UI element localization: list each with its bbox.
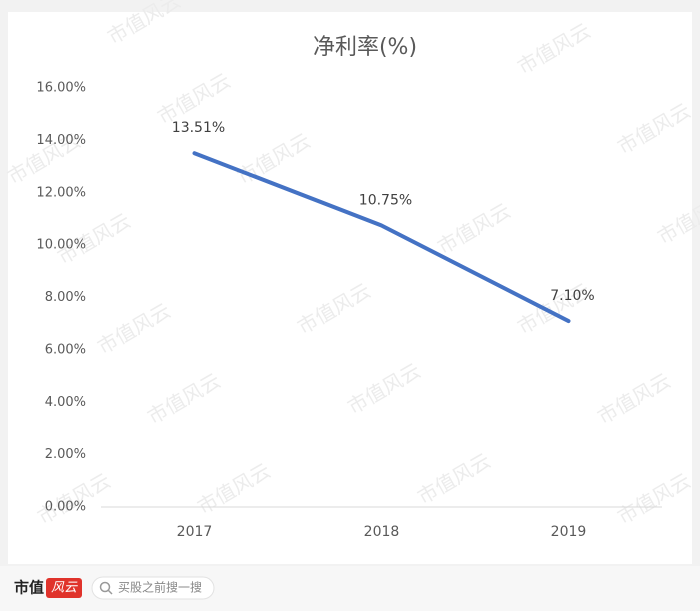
y-tick-label: 0.00% [45,500,86,515]
y-tick-label: 4.00% [45,395,86,410]
plot: 0.00% 2.00% 4.00% 6.00% 8.00% 10.00% 12.00% 14.… [36,81,662,540]
search-icon-handle [107,589,113,595]
y-tick-label: 16.00% [36,81,86,96]
brand: 市值 [14,579,44,597]
y-tick-label: 6.00% [45,342,86,357]
y-tick-label: 14.00% [36,133,86,148]
y-tick-label: 12.00% [36,185,86,200]
y-tick-label: 2.00% [45,447,86,462]
x-tick-label: 2018 [364,524,400,540]
chart-card [8,12,692,564]
search-placeholder: 买股之前搜一搜 [118,580,202,595]
y-tick-label: 10.00% [36,238,86,253]
data-label: 13.51% [172,120,225,136]
x-tick-label: 2017 [177,524,213,540]
chart-title: 净利率(%) [313,35,417,60]
y-tick-label: 8.00% [45,290,86,305]
line [192,151,571,324]
search-box[interactable] [91,576,215,600]
data-label: 10.75% [359,192,412,208]
search-icon [99,581,111,593]
data-label: 7.10% [550,288,594,304]
logo-box [46,578,82,598]
x-tick-label: 2019 [551,524,587,540]
logo: 风云 [51,581,78,596]
